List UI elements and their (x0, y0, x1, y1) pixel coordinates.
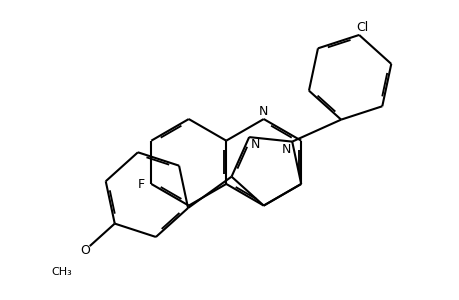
Text: N: N (258, 105, 268, 118)
Text: N: N (250, 138, 259, 151)
Text: N: N (281, 142, 290, 156)
Text: F: F (137, 178, 144, 191)
Text: CH₃: CH₃ (51, 266, 72, 277)
Text: O: O (80, 244, 90, 257)
Text: Cl: Cl (355, 21, 367, 34)
